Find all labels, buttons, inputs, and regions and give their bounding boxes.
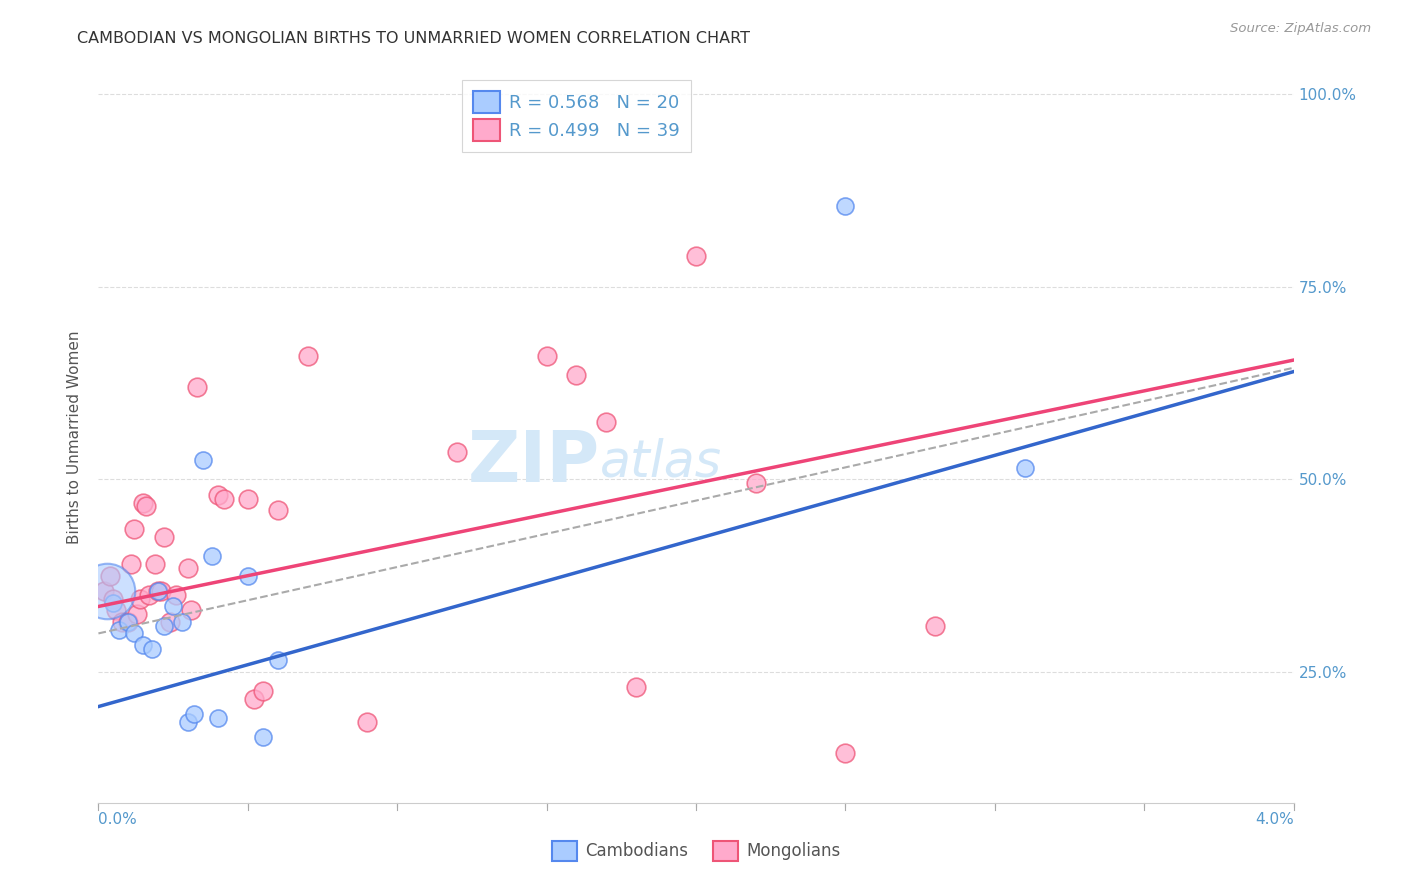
Point: [207, 488, 229, 502]
Point: [124, 523, 146, 537]
Text: atlas: atlas: [600, 438, 723, 488]
Point: [356, 714, 378, 729]
Y-axis label: Births to Unmarried Women: Births to Unmarried Women: [66, 330, 82, 544]
Point: [117, 615, 139, 629]
Point: [924, 618, 946, 632]
Point: [96, 584, 118, 599]
Point: [150, 584, 173, 599]
Point: [143, 557, 166, 571]
Point: [1014, 461, 1036, 475]
Text: 0.0%: 0.0%: [98, 812, 138, 827]
Point: [135, 500, 157, 514]
Point: [108, 623, 131, 637]
Point: [243, 691, 266, 706]
Point: [183, 707, 205, 722]
Point: [595, 415, 617, 429]
Point: [177, 714, 200, 729]
Point: [117, 615, 139, 629]
Point: [191, 453, 214, 467]
Point: [105, 603, 128, 617]
Point: [148, 584, 170, 599]
Point: [93, 584, 115, 599]
Point: [124, 626, 146, 640]
Point: [626, 681, 648, 695]
Point: [745, 476, 768, 491]
Point: [172, 615, 194, 629]
Point: [201, 549, 224, 564]
Point: [132, 495, 155, 509]
Point: [536, 349, 558, 363]
Point: [103, 596, 125, 610]
Point: [120, 557, 142, 571]
Point: [98, 568, 122, 582]
Point: [138, 588, 160, 602]
Point: [177, 561, 200, 575]
Point: [834, 746, 856, 760]
Legend: Cambodians, Mongolians: Cambodians, Mongolians: [546, 834, 846, 868]
Point: [252, 684, 274, 698]
Point: [236, 491, 259, 506]
Point: [159, 615, 181, 629]
Point: [153, 618, 176, 632]
Point: [129, 591, 152, 606]
Text: CAMBODIAN VS MONGOLIAN BIRTHS TO UNMARRIED WOMEN CORRELATION CHART: CAMBODIAN VS MONGOLIAN BIRTHS TO UNMARRI…: [77, 31, 751, 46]
Point: [186, 380, 208, 394]
Point: [153, 530, 176, 544]
Point: [127, 607, 149, 622]
Point: [212, 491, 235, 506]
Point: [162, 599, 184, 614]
Point: [111, 615, 134, 629]
Point: [132, 638, 155, 652]
Point: [297, 349, 319, 363]
Point: [180, 603, 202, 617]
Point: [252, 731, 274, 745]
Point: [148, 584, 170, 599]
Point: [446, 445, 468, 459]
Point: [267, 503, 290, 517]
Point: [267, 653, 290, 667]
Point: [103, 591, 125, 606]
Point: [207, 711, 229, 725]
Point: [565, 368, 588, 383]
Text: 4.0%: 4.0%: [1254, 812, 1294, 827]
Point: [685, 249, 707, 263]
Point: [834, 199, 856, 213]
Text: Source: ZipAtlas.com: Source: ZipAtlas.com: [1230, 22, 1371, 36]
Point: [236, 568, 259, 582]
Text: ZIP: ZIP: [468, 428, 600, 497]
Point: [141, 641, 163, 656]
Point: [165, 588, 187, 602]
